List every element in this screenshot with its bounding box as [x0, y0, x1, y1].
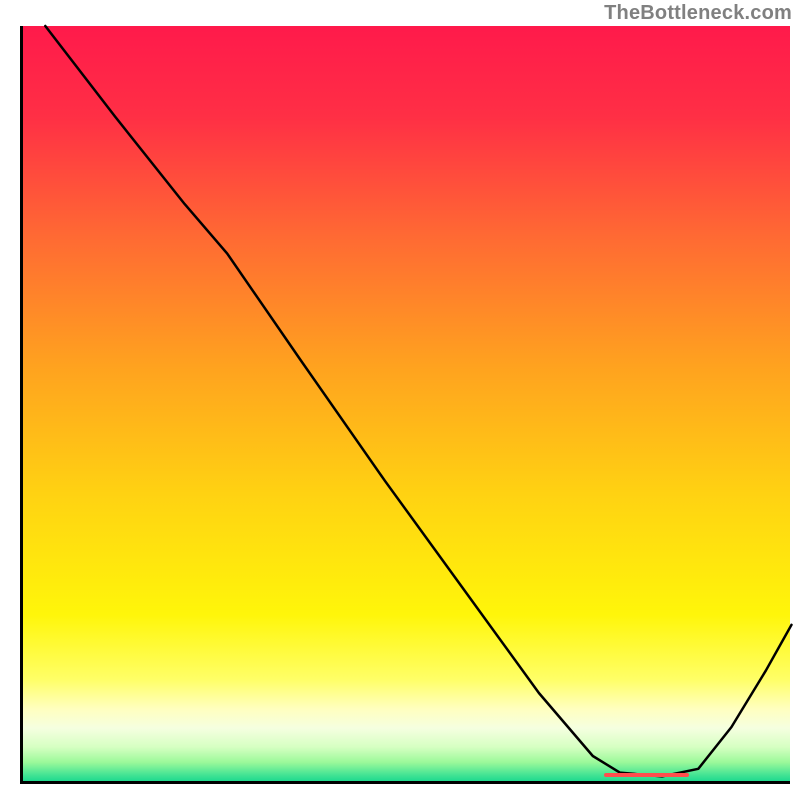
- bottleneck-curve: [23, 26, 793, 784]
- plot-frame: [20, 26, 790, 784]
- watermark-text: TheBottleneck.com: [604, 2, 792, 25]
- optimum-marker: [604, 773, 689, 777]
- chart-canvas: TheBottleneck.com: [0, 0, 800, 800]
